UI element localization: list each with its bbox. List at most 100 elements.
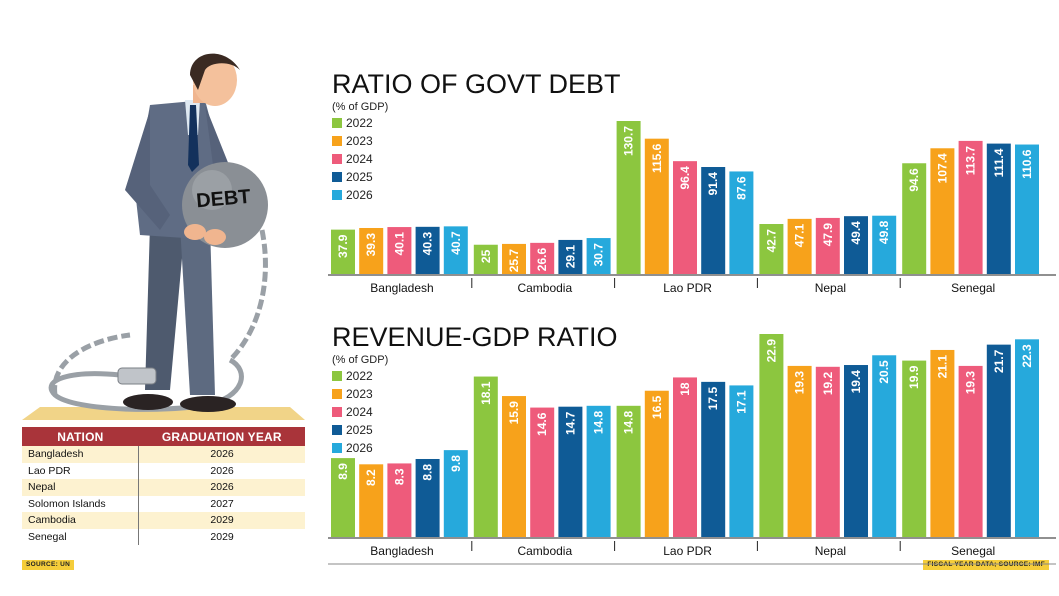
legend-label-2024: 2024 [346,405,373,419]
year-cell: 2026 [138,462,305,479]
legend-label-2026: 2026 [346,188,373,202]
nation-cell: Nepal [22,479,139,496]
table-row: Cambodia 2029 [22,512,305,529]
data-label: 8.3 [392,468,406,485]
bar-cambodia-2022 [473,244,498,274]
chain-icon [48,229,268,412]
bar-nepal-2024 [815,217,840,274]
bar-cambodia-2026 [586,405,611,537]
data-label: 30.7 [592,243,606,267]
shoe-right [180,396,236,412]
data-label: 16.5 [650,395,664,419]
nation-header: NATION [22,427,139,446]
data-label: 19.2 [821,371,835,395]
bar-lao-pdr-2026 [729,385,754,537]
year-cell: 2026 [138,446,305,463]
year-cell: 2027 [138,495,305,512]
bar-nepal-2026 [872,215,897,274]
nation-cell: Cambodia [22,512,139,529]
bar-lao-pdr-2025 [701,167,726,274]
data-label: 8.2 [364,469,378,486]
bar-nepal-2023 [787,218,812,274]
bar-bangladesh-2022 [331,458,355,537]
legend-swatch-2026 [332,443,342,453]
data-label: 19.3 [964,371,978,395]
data-label: 87.6 [734,176,748,200]
revenue-gdp-chart: REVENUE-GDP RATIO (% of GDP) 2022 2023 2024 2… [328,322,1056,565]
table-row: Bangladesh 2026 [22,446,305,463]
bar-nepal-2025 [844,365,868,537]
legend-swatch-2023 [332,136,342,146]
category-label: Cambodia [517,544,572,558]
nation-cell: Bangladesh [22,446,139,463]
bar-bangladesh-2026 [443,226,468,274]
bar-senegal-2024 [958,365,983,537]
legend-swatch-2024 [332,407,342,417]
bar-nepal-2022 [759,224,784,274]
legend-swatch-2025 [332,172,342,182]
data-label: 19.9 [907,365,921,389]
data-label: 17.1 [734,390,748,414]
hand-right [204,229,226,245]
legend-swatch-2024 [332,154,342,164]
category-label: Bangladesh [370,281,433,295]
legend-label-2024: 2024 [346,152,373,166]
data-label: 110.6 [1020,149,1034,179]
data-label: 25.7 [507,249,521,273]
bar-lao-pdr-2022 [616,121,641,274]
arm-left [125,110,170,230]
data-label: 111.4 [992,148,1006,177]
data-label: 130.7 [622,126,636,156]
legend-swatch-2025 [332,425,342,435]
govt-debt-chart: RATIO OF GOVT DEBT (% of GDP) 2022 2023 2024… [328,69,1056,295]
data-label: 22.3 [1020,344,1034,368]
bar-lao-pdr-2026 [729,171,754,274]
data-label: 26.6 [535,248,549,272]
data-label: 14.7 [563,411,577,435]
data-label: 21.1 [935,355,949,379]
table-row: Nepal 2026 [22,479,305,496]
bar-nepal-2025 [844,216,868,274]
data-label: 14.8 [592,410,606,434]
category-label: Lao PDR [663,281,712,295]
bar-senegal-2025 [986,143,1011,274]
debt-illustration: DEBT [22,53,305,420]
data-label: 47.1 [793,224,807,248]
data-label: 22.9 [764,339,778,363]
bar-cambodia-2023 [502,243,526,274]
data-label: 49.8 [877,220,891,244]
bar-nepal-2022 [759,334,784,537]
data-label: 25 [479,249,493,263]
data-label: 107.4 [935,153,949,183]
category-label: Bangladesh [370,544,433,558]
year-cell: 2029 [138,528,305,545]
category-label: Nepal [815,544,846,558]
data-label: 15.9 [507,401,521,425]
bar-nepal-2026 [872,355,897,537]
data-label: 42.7 [764,229,778,253]
data-label: 39.3 [364,233,378,257]
chart-title: RATIO OF GOVT DEBT [332,69,621,99]
bar-lao-pdr-2023 [644,138,669,274]
data-label: 18.1 [479,381,493,405]
ankle-shackle [117,367,157,385]
pedestal-top [22,407,305,420]
legend-label-2026: 2026 [346,441,373,455]
legend-label-2022: 2022 [346,369,373,383]
data-label: 21.7 [992,349,1006,373]
hair [190,53,240,90]
bar-cambodia-2023 [502,396,526,537]
bar-bangladesh-2023 [359,227,384,274]
table-row: Lao PDR 2026 [22,462,305,479]
bar-lao-pdr-2024 [673,377,697,537]
data-label: 19.4 [849,370,863,394]
data-label: 20.5 [877,360,891,384]
bar-bangladesh-2025 [415,226,440,274]
data-label: 8.8 [421,464,435,481]
data-label: 40.1 [392,232,406,256]
data-label: 19.3 [793,371,807,395]
legend-label-2022: 2022 [346,116,373,130]
bar-lao-pdr-2023 [644,390,669,537]
table-row: Solomon Islands 2027 [22,495,305,512]
nation-cell: Solomon Islands [22,495,139,512]
